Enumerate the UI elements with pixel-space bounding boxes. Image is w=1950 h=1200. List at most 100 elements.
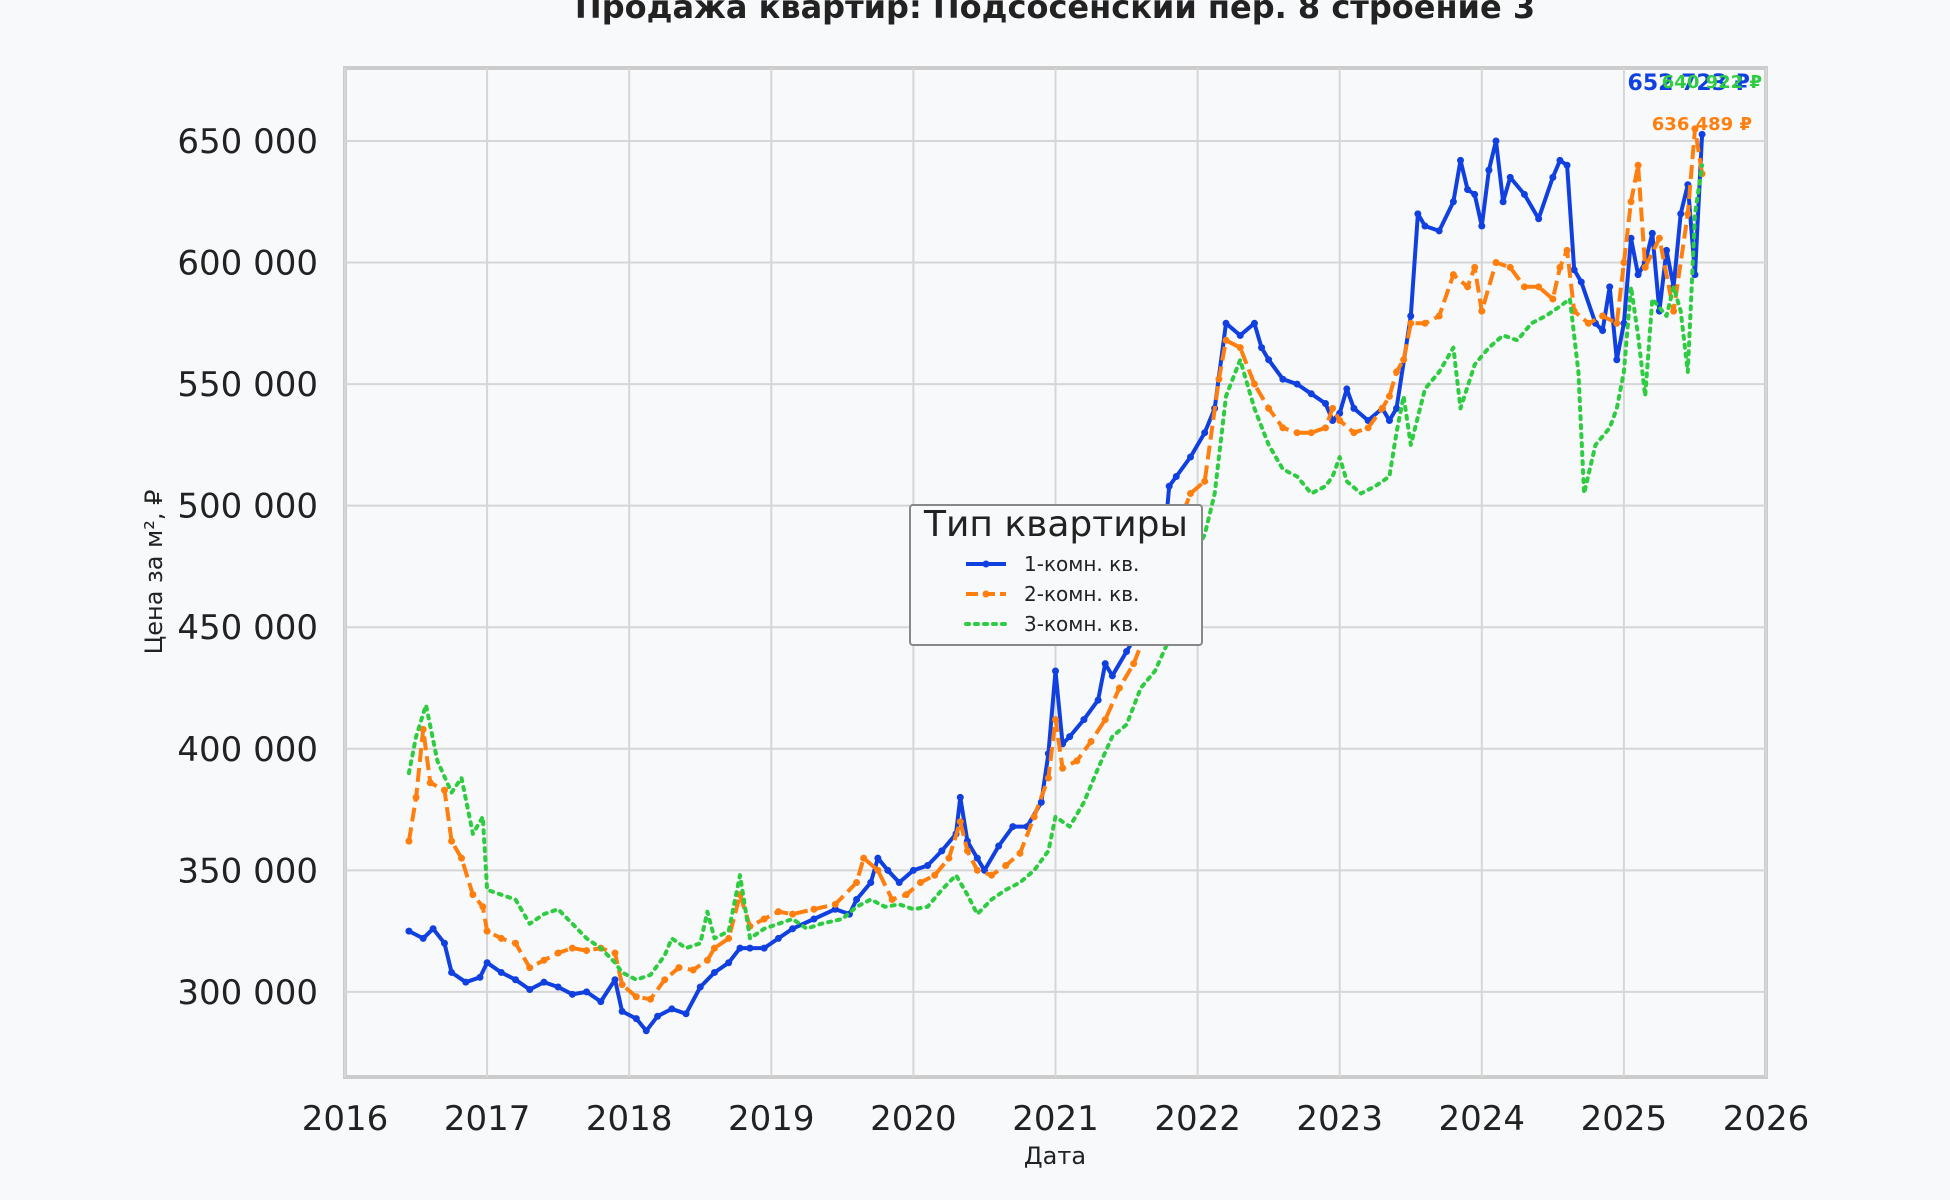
data-point	[1400, 356, 1408, 364]
data-point	[874, 866, 882, 874]
data-point	[963, 847, 971, 855]
data-point	[1549, 295, 1557, 303]
data-point	[1265, 356, 1273, 364]
data-point	[956, 793, 964, 801]
legend-title: Тип квартиры	[923, 504, 1188, 545]
data-point	[774, 934, 782, 942]
data-point	[1393, 404, 1401, 412]
data-point	[1584, 319, 1592, 327]
data-point	[1293, 429, 1301, 437]
data-point	[1002, 861, 1010, 869]
x-axis-ticks: 2016 2017 2018 2019 2020 2021 2022 2023 2024 2025…	[302, 1099, 1810, 1139]
data-point	[760, 944, 768, 952]
data-point	[1435, 312, 1443, 320]
data-point	[512, 976, 520, 984]
data-point	[568, 944, 576, 952]
data-point	[1307, 390, 1315, 398]
data-point	[874, 854, 882, 862]
data-point	[1236, 344, 1244, 352]
data-point	[689, 966, 697, 974]
data-point	[1648, 229, 1656, 237]
data-point	[540, 978, 548, 986]
legend: Тип квартиры 1-комн. кв. 2-комн. кв. 3-ком…	[909, 504, 1203, 646]
data-point	[853, 878, 861, 886]
x-tick-label: 2025	[1581, 1099, 1668, 1139]
data-point	[938, 847, 946, 855]
data-point	[884, 866, 892, 874]
data-point	[1307, 429, 1315, 437]
data-point	[1130, 660, 1138, 668]
data-point	[853, 896, 861, 904]
data-point	[448, 968, 456, 976]
data-point	[1492, 137, 1500, 145]
data-point	[1215, 375, 1223, 383]
data-point	[1087, 737, 1095, 745]
data-point	[1421, 222, 1429, 230]
data-point	[497, 968, 505, 976]
legend-entries: 1-комн. кв. 2-комн. кв. 3-комн. кв.	[964, 552, 1139, 636]
data-point	[1250, 319, 1258, 327]
data-point	[526, 985, 534, 993]
legend-marker	[982, 560, 990, 568]
data-point	[1329, 404, 1337, 412]
end-labels: 652 723 ₽640 922 ₽ 636 489 ₽	[1628, 71, 1762, 135]
data-point	[945, 854, 953, 862]
data-point	[810, 915, 818, 923]
data-point	[1258, 344, 1266, 352]
data-point	[1321, 400, 1329, 408]
data-point	[1599, 327, 1607, 335]
data-point	[1435, 227, 1443, 235]
data-point	[1364, 424, 1372, 432]
data-point	[412, 793, 420, 801]
data-point	[973, 854, 981, 862]
data-point	[789, 925, 797, 933]
data-point	[1471, 263, 1479, 271]
y-tick-label: 650 000	[177, 122, 318, 162]
data-point	[1101, 660, 1109, 668]
data-point	[1265, 404, 1273, 412]
data-point	[888, 896, 896, 904]
data-point	[1094, 696, 1102, 704]
data-point	[1336, 417, 1344, 425]
data-point	[568, 990, 576, 998]
data-point	[746, 944, 754, 952]
plot-area: 652 723 ₽640 922 ₽ 636 489 ₽	[343, 66, 1768, 1079]
data-point	[1293, 380, 1301, 388]
data-point	[1279, 375, 1287, 383]
data-point	[479, 903, 487, 911]
data-point	[1385, 392, 1393, 400]
data-point	[1414, 210, 1422, 218]
data-point	[483, 959, 491, 967]
data-point	[1016, 849, 1024, 857]
legend-box	[909, 504, 1203, 646]
data-point	[1115, 684, 1123, 692]
data-point	[774, 908, 782, 916]
data-point	[725, 934, 733, 942]
data-point	[924, 861, 932, 869]
data-point	[995, 842, 1003, 850]
x-tick-label: 2019	[728, 1099, 815, 1139]
data-point	[426, 779, 434, 787]
series-line-3	[406, 163, 1705, 982]
data-point	[512, 939, 520, 947]
data-point	[1222, 319, 1230, 327]
data-point	[1655, 234, 1663, 242]
x-tick-label: 2023	[1296, 1099, 1383, 1139]
grid	[344, 68, 1767, 1077]
data-point	[448, 837, 456, 845]
data-point	[647, 995, 655, 1003]
data-point	[1677, 210, 1685, 218]
data-point	[1385, 417, 1393, 425]
data-point	[973, 866, 981, 874]
data-point	[1201, 477, 1209, 485]
data-point	[1037, 798, 1045, 806]
data-point	[1563, 246, 1571, 254]
data-point	[1684, 210, 1692, 218]
data-point	[909, 866, 917, 874]
data-point	[632, 993, 640, 1001]
data-point	[1549, 173, 1557, 181]
data-point	[1123, 648, 1131, 656]
data-point	[1663, 246, 1671, 254]
data-point	[895, 878, 903, 886]
